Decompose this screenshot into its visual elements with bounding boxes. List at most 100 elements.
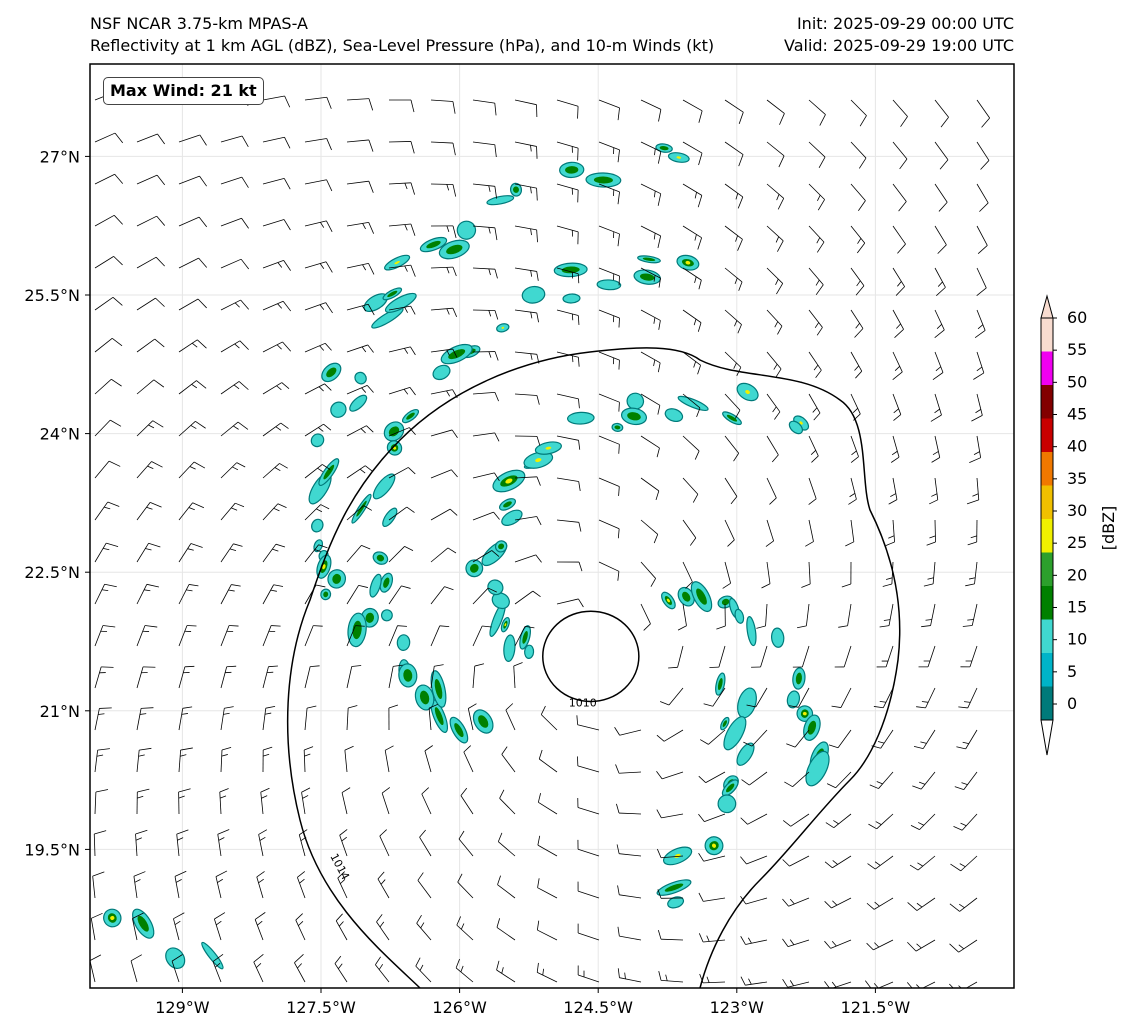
wind-barb <box>930 393 942 422</box>
wind-barb <box>136 379 165 395</box>
wind-barb <box>417 872 432 899</box>
wind-barb <box>388 346 416 356</box>
wind-barb <box>94 337 123 353</box>
colorbar-tick-label: 50 <box>1067 372 1087 391</box>
wind-barb <box>388 625 407 647</box>
wind-barb <box>537 878 558 899</box>
wind-barb <box>178 665 195 689</box>
wind-barb <box>346 425 374 437</box>
echo-cell <box>676 254 700 271</box>
echo-cell <box>667 152 690 163</box>
wind-barb <box>514 267 539 281</box>
wind-barb <box>136 133 165 145</box>
wind-barb <box>640 351 661 373</box>
wind-barb <box>766 141 785 168</box>
wind-barb <box>913 729 936 749</box>
wind-barb <box>841 561 852 588</box>
wind-barb <box>792 645 810 668</box>
wind-barb <box>176 829 189 857</box>
wind-barb <box>262 178 291 190</box>
echo-cell <box>746 616 757 647</box>
wind-barb <box>969 435 982 464</box>
wind-barb <box>556 435 581 450</box>
y-tick-label: 22.5°N <box>24 563 80 582</box>
wind-barb <box>178 298 207 311</box>
echo-cell <box>340 1025 359 1032</box>
colorbar-segment <box>1041 418 1053 452</box>
colorbar-extend-min <box>1040 719 1054 756</box>
wind-barb <box>472 141 497 158</box>
axis-ticks: 129°W 127.5°W 126°W 124.5°W 123°W 121.5°W 27°N… <box>24 147 910 1017</box>
wind-barb <box>556 183 579 203</box>
colorbar-segment <box>1041 653 1053 687</box>
echo-cell <box>487 579 504 596</box>
wind-barb <box>304 302 333 314</box>
wind-barb <box>262 382 290 395</box>
wind-barb <box>346 465 374 479</box>
wind-barb <box>388 264 416 277</box>
wind-barb <box>850 183 866 211</box>
wind-barb <box>178 788 191 815</box>
colorbar-tick-label: 5 <box>1067 662 1077 681</box>
wind-barb <box>724 477 738 505</box>
wind-barb <box>178 543 203 563</box>
wind-barb <box>682 351 701 375</box>
echo-cell <box>372 473 396 500</box>
wind-barb <box>346 625 365 647</box>
wind-barb <box>782 938 810 947</box>
wind-barb <box>848 477 857 505</box>
wind-barb <box>220 381 249 395</box>
y-tick-label: 21°N <box>40 702 80 721</box>
x-tick-label: 127.5°W <box>286 998 356 1017</box>
wind-barb <box>789 687 810 708</box>
wind-barb <box>598 519 620 539</box>
echo-cell <box>382 507 398 528</box>
wind-barb <box>253 953 264 983</box>
echo-cell <box>677 395 709 412</box>
wind-barb <box>556 141 579 161</box>
wind-barb <box>304 383 332 395</box>
wind-barb <box>682 99 703 123</box>
echo-cell <box>382 287 403 301</box>
echo-cell <box>103 908 122 928</box>
wind-barb <box>867 855 894 870</box>
wind-barb <box>876 645 894 668</box>
wind-barb <box>879 603 894 628</box>
wind-barb <box>514 435 541 446</box>
wind-barb <box>171 954 183 983</box>
wind-barb <box>640 141 662 164</box>
wind-barb <box>130 954 142 983</box>
wind-barb <box>430 664 444 689</box>
wind-barb <box>556 393 580 409</box>
wind-barb <box>136 707 154 731</box>
wind-barb <box>931 435 941 463</box>
wind-barb <box>304 464 331 479</box>
wind-barb <box>514 516 542 526</box>
echo-cell <box>354 371 367 385</box>
echo-cell <box>562 293 581 304</box>
wind-barb <box>215 870 228 899</box>
echo-cell <box>313 1021 338 1032</box>
wind-barb <box>740 976 768 986</box>
wind-barb <box>577 839 600 857</box>
wind-barb <box>640 603 651 631</box>
wind-barb <box>556 309 580 325</box>
wind-barb <box>304 665 320 689</box>
wind-barb <box>949 939 978 953</box>
wind-barb <box>617 926 642 941</box>
wind-barb <box>375 956 390 983</box>
wind-barb <box>388 386 416 396</box>
wind-barb <box>967 519 978 546</box>
wind-barb <box>614 727 642 736</box>
colorbar-tick-label: 60 <box>1067 308 1087 327</box>
wind-barb <box>973 351 985 380</box>
wind-barb <box>376 914 390 941</box>
wind-barb <box>388 141 415 154</box>
wind-barb <box>220 462 246 479</box>
wind-barb <box>765 519 774 547</box>
wind-barb <box>262 422 289 437</box>
wind-barb <box>346 98 374 111</box>
wind-barb <box>421 787 432 815</box>
colorbar-tick-label: 10 <box>1067 630 1087 649</box>
wind-barb <box>782 897 810 907</box>
